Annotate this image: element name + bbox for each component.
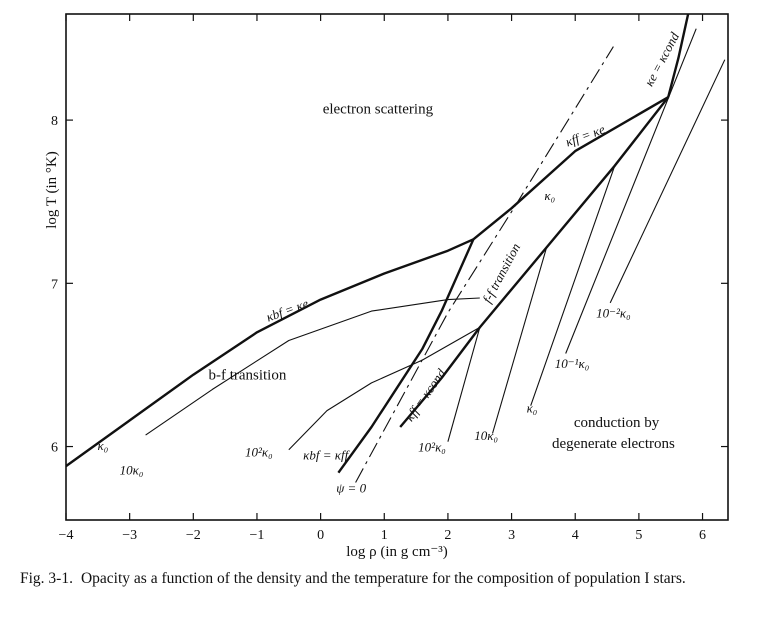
x-axis-label: log ρ (in g cm⁻³): [346, 544, 448, 560]
curve-label-10: 10κ₀: [120, 462, 144, 477]
x-tick-label: −3: [122, 528, 137, 543]
curve-10-b-f-7: [288, 326, 481, 451]
y-tick-label: 6: [51, 441, 58, 456]
curve-label-10: 10κ₀: [474, 428, 498, 443]
x-tick-label: 1: [381, 528, 388, 543]
curve-label-10: 10⁻¹κ₀: [555, 356, 590, 371]
y-axis-label: log T (in °K): [44, 151, 60, 229]
x-tick-label: 5: [635, 528, 642, 543]
y-tick-label: 8: [51, 114, 58, 129]
figure-caption: Fig. 3-1. Opacity as a function of the de…: [20, 568, 750, 589]
curve-label-0: ψ = 0: [336, 480, 366, 495]
x-tick-label: 0: [317, 528, 324, 543]
curve-label-x: κ₀: [527, 400, 538, 415]
caption-text: Opacity as a function of the density and…: [80, 570, 686, 587]
y-tick-label: 7: [51, 277, 58, 292]
curve-label-ff-cond: κff = κcond: [402, 366, 449, 424]
curve-label-bf-e: κbf = κe: [264, 296, 310, 325]
curve-ff-cond-4: [399, 96, 670, 428]
x-tick-label: 4: [572, 528, 579, 543]
labels-layer: electron scattering b-f transition conduct…: [98, 29, 683, 495]
x-tick-label: −4: [59, 528, 74, 543]
curve-ff-e-1: [472, 96, 669, 241]
curve-10-8: [447, 327, 481, 442]
x-tick-label: −2: [186, 528, 201, 543]
x-tick-label: −1: [250, 528, 265, 543]
curve-10-11: [565, 28, 697, 354]
opacity-chart: −4 −3 −2 −1 0 1 2 3 4 5 6 6 7 8 electron scattering b-…: [44, 13, 729, 560]
region-label-electron-scattering: electron scattering: [323, 102, 434, 118]
curve-0-5: [355, 46, 614, 483]
plot-frame: [65, 13, 729, 521]
curve-10-12: [609, 59, 726, 304]
region-label-conduction-by: conduction by: [574, 415, 660, 431]
curves-layer: [66, 14, 726, 483]
caption-lead: Fig. 3-1.: [20, 570, 73, 587]
x-tick-label: 2: [444, 528, 451, 543]
curve-10-9: [491, 247, 548, 434]
curve-bf-e-0: [66, 238, 474, 468]
region-label-degenerate-electrons: degenerate electrons: [552, 436, 675, 452]
curve-label-f-f-transition: f-f transition: [479, 241, 523, 306]
ticks-layer: −4 −3 −2 −1 0 1 2 3 4 5 6 6 7 8: [51, 14, 728, 543]
curve-bf-ff-3: [337, 238, 475, 474]
curve-label-10: 10²κ₀: [245, 444, 273, 459]
curve-label-bf-ff: κbf = κff: [303, 448, 350, 463]
curve-label-x: κ₀: [544, 188, 555, 203]
x-tick-label: 6: [699, 528, 706, 543]
curve-label-x: κ₀: [98, 438, 109, 453]
curve-10-b-f-6: [145, 297, 480, 436]
curve-x-10: [530, 165, 616, 406]
x-tick-label: 3: [508, 528, 515, 543]
region-label-b-f-transition: b-f transition: [208, 368, 286, 384]
curve-label-10: 10²κ₀: [418, 439, 446, 454]
curve-e-cond-2: [667, 14, 690, 98]
curve-label-10: 10⁻²κ₀: [596, 306, 631, 321]
